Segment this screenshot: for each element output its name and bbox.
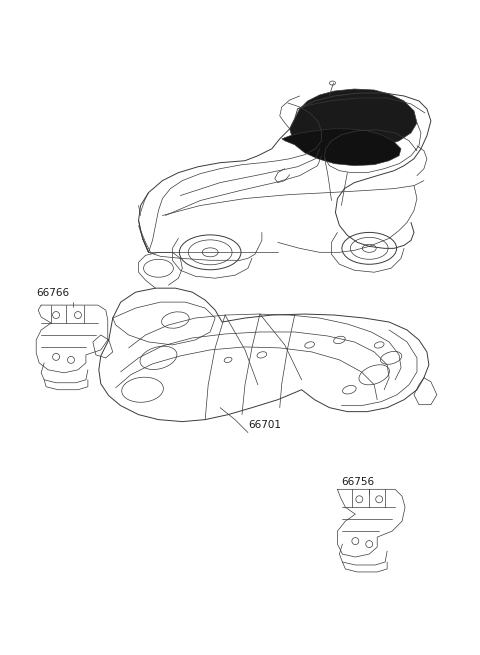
Polygon shape [290,89,417,151]
Text: 66756: 66756 [341,477,374,487]
Text: 66701: 66701 [248,420,281,430]
Text: 66766: 66766 [36,288,69,298]
Polygon shape [282,129,401,166]
